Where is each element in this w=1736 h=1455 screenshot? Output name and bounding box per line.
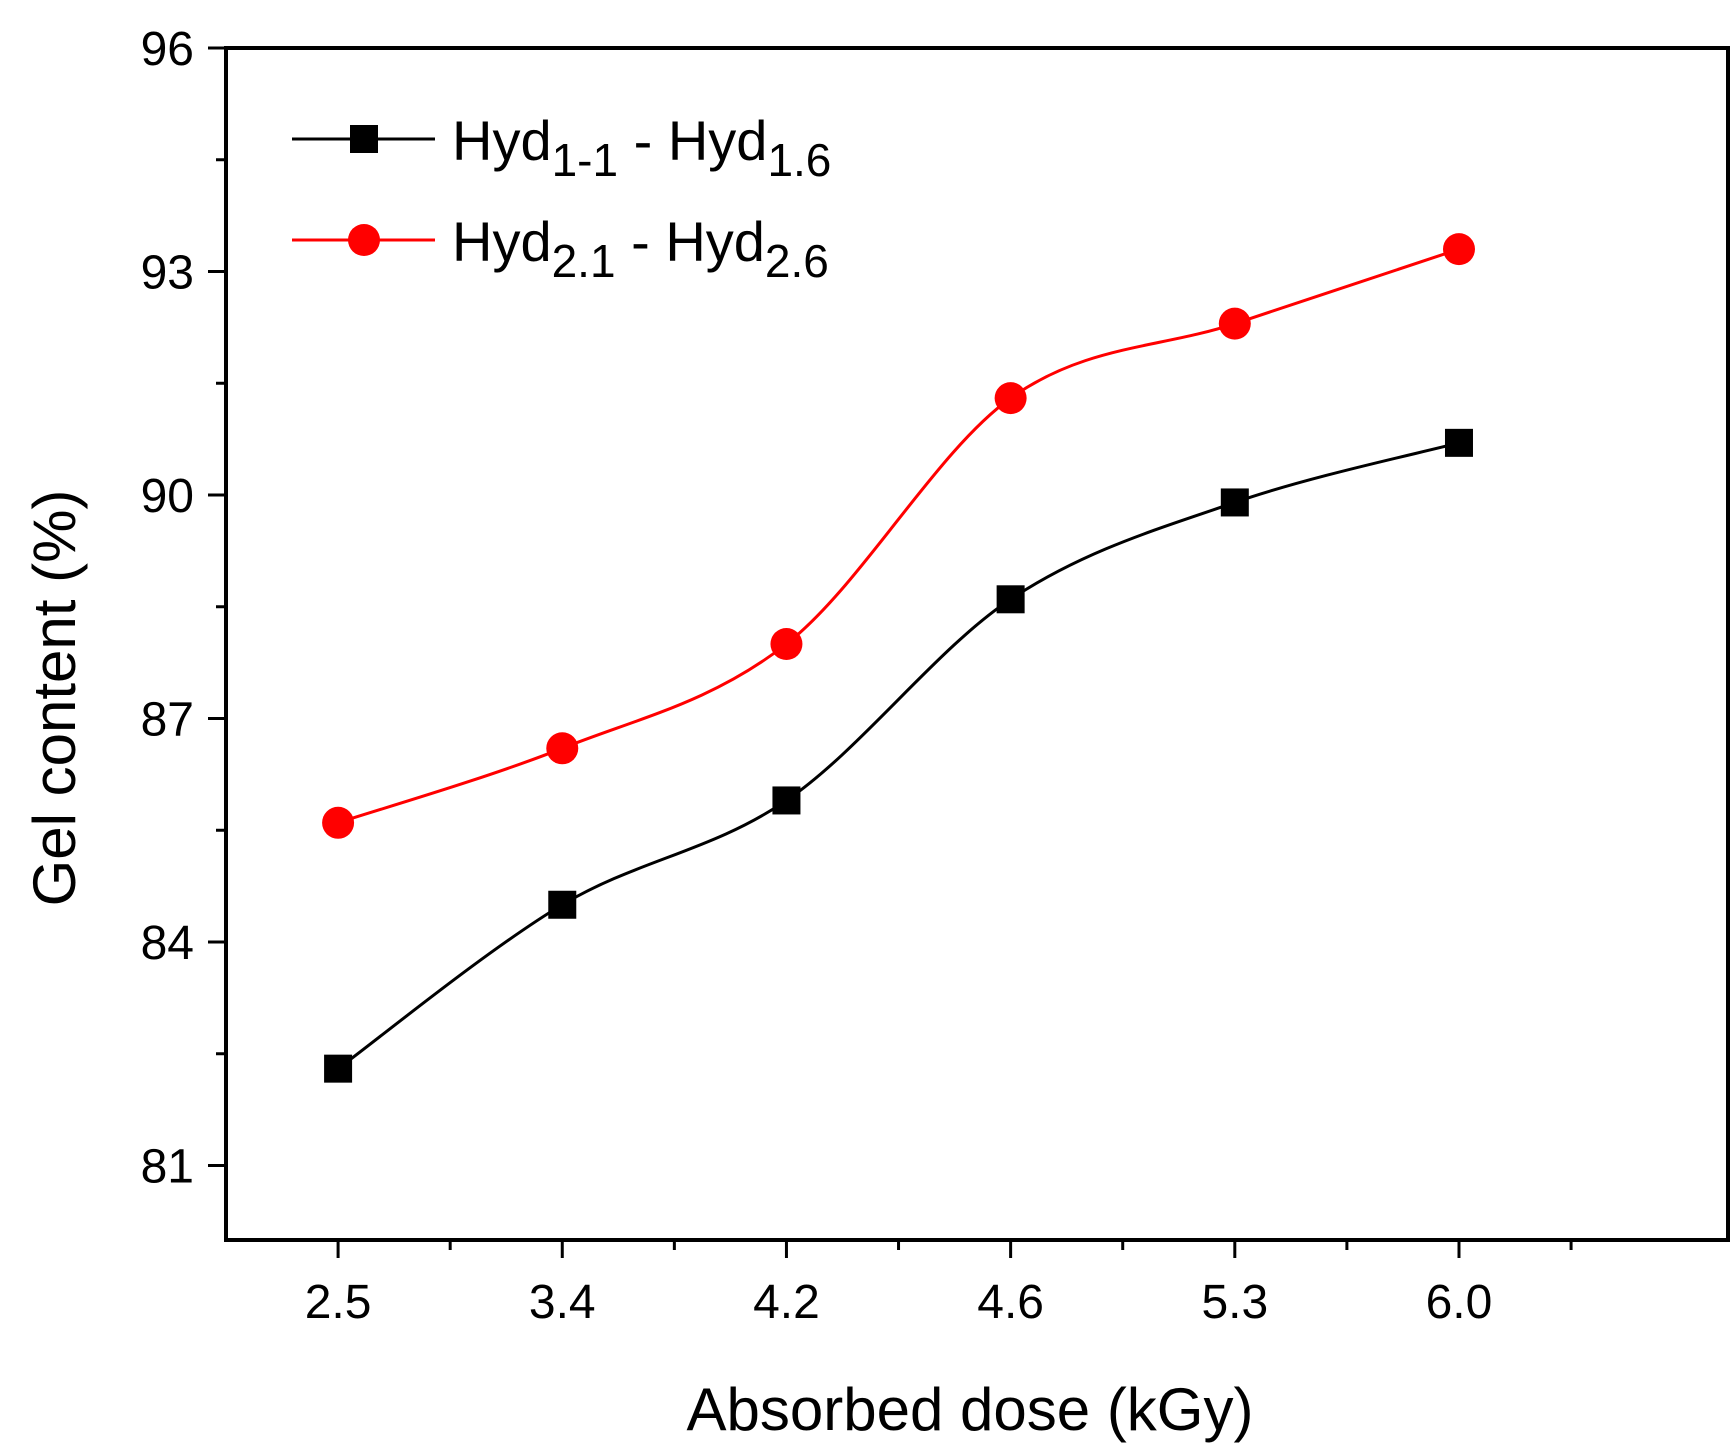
legend: Hyd1-1 - Hyd1.6 Hyd2.1 - Hyd2.6 <box>292 109 831 287</box>
x-tick-label: 4.6 <box>977 1276 1044 1329</box>
data-point-series-1 <box>772 786 801 815</box>
series-layer <box>322 233 1475 1083</box>
x-tick-label: 2.5 <box>305 1276 372 1329</box>
y-tick-label: 90 <box>141 470 194 523</box>
y-tick-label: 87 <box>141 694 194 747</box>
data-point-series-1 <box>1220 488 1249 517</box>
data-point-series-2 <box>994 382 1027 415</box>
y-tick-labels: 81 84 87 90 93 96 <box>141 23 194 1194</box>
y-axis-title: Gel content (%) <box>21 490 88 907</box>
series-2 <box>322 233 1475 839</box>
data-point-series-1 <box>548 890 577 919</box>
data-point-series-2 <box>1218 307 1251 340</box>
data-point-series-1 <box>1444 428 1473 457</box>
legend-marker-series-1 <box>350 125 378 153</box>
x-tick-label: 4.2 <box>753 1276 820 1329</box>
series-line-2 <box>337 247 1460 825</box>
y-tick-label: 81 <box>141 1141 194 1194</box>
data-point-series-2 <box>546 732 579 765</box>
data-point-series-2 <box>770 628 803 660</box>
legend-label-series-2: Hyd2.1 - Hyd2.6 <box>452 210 829 287</box>
y-tick-label: 93 <box>141 247 194 300</box>
x-tick-label: 5.3 <box>1201 1276 1268 1329</box>
axes-ticks <box>208 46 1573 1258</box>
data-point-series-2 <box>322 806 355 839</box>
plot-frame <box>224 46 1730 1242</box>
series-line-1 <box>337 441 1460 1070</box>
y-tick-label: 84 <box>141 917 194 970</box>
y-tick-label: 96 <box>141 23 194 76</box>
x-tick-labels: 2.5 3.4 4.2 4.6 5.3 6.0 <box>305 1276 1493 1329</box>
series-1 <box>324 428 1473 1083</box>
data-point-series-2 <box>1442 233 1475 266</box>
x-axis-title: Absorbed dose (kGy) <box>687 1376 1254 1443</box>
data-point-series-1 <box>996 585 1025 614</box>
legend-marker-series-2 <box>348 224 380 256</box>
legend-item-series-1: Hyd1-1 - Hyd1.6 <box>292 109 831 186</box>
legend-item-series-2: Hyd2.1 - Hyd2.6 <box>292 210 829 287</box>
legend-label-series-1: Hyd1-1 - Hyd1.6 <box>452 109 831 186</box>
x-tick-label: 3.4 <box>529 1276 596 1329</box>
x-tick-label: 6.0 <box>1426 1276 1493 1329</box>
data-point-series-1 <box>324 1054 353 1083</box>
